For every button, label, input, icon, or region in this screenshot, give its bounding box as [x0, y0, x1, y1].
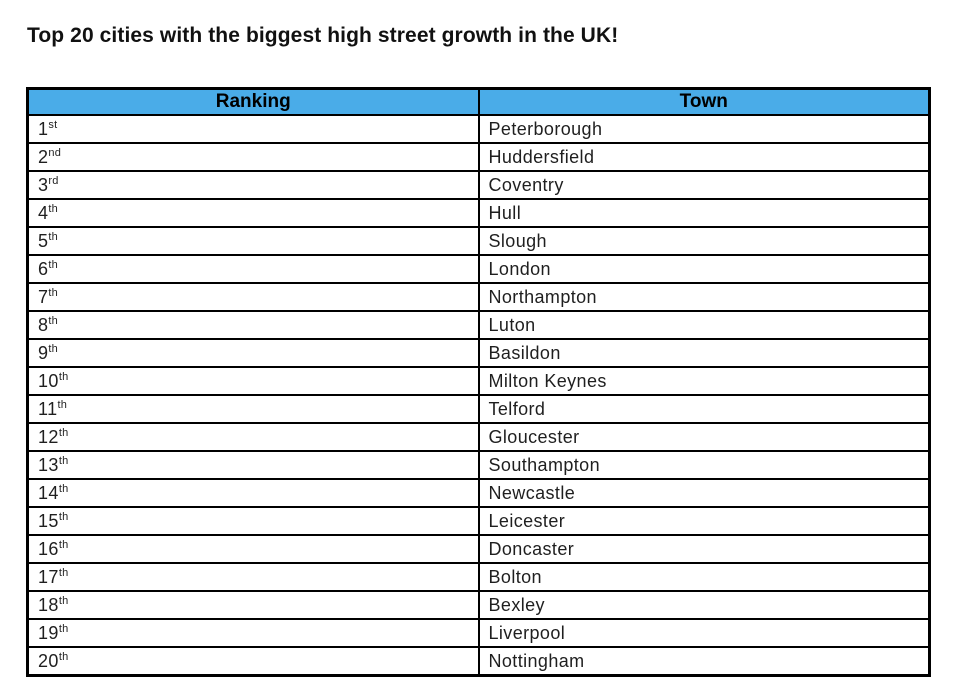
town-cell: Gloucester	[477, 422, 931, 452]
ordinal-suffix: th	[48, 202, 58, 215]
town-cell: Nottingham	[477, 646, 931, 677]
town-cell: Hull	[477, 198, 931, 228]
ordinal-suffix: th	[48, 314, 58, 327]
town-cell: Milton Keynes	[477, 366, 931, 396]
ordinal-suffix: th	[58, 650, 69, 663]
ordinal-suffix: th	[58, 510, 69, 523]
table-row: 10th Milton Keynes	[26, 366, 931, 396]
table-row: 11th Telford	[26, 394, 931, 424]
table-row: 18th Bexley	[26, 590, 931, 620]
table-row: 14th Newcastle	[26, 478, 931, 508]
ordinal-suffix: th	[58, 622, 69, 635]
town-cell: London	[477, 254, 931, 284]
rank-cell: 4th	[26, 198, 480, 228]
town-cell: Telford	[477, 394, 931, 424]
rank-cell: 11th	[26, 394, 480, 424]
ordinal-suffix: th	[58, 482, 69, 495]
town-column-header: Town	[477, 87, 931, 116]
ordinal-suffix: st	[48, 118, 58, 131]
ordinal-suffix: th	[48, 286, 58, 299]
town-cell: Slough	[477, 226, 931, 256]
page-title: Top 20 cities with the biggest high stre…	[27, 24, 619, 47]
rank-cell: 10th	[26, 366, 480, 396]
rank-cell: 20th	[26, 646, 480, 677]
ordinal-suffix: nd	[48, 146, 62, 159]
rank-cell: 6th	[26, 254, 480, 284]
ordinal-suffix: th	[58, 594, 69, 607]
table-row: 3rd Coventry	[26, 170, 931, 200]
rank-cell: 3rd	[26, 170, 480, 200]
town-cell: Liverpool	[477, 618, 931, 648]
rank-cell: 13th	[26, 450, 480, 480]
rank-cell: 1st	[26, 114, 480, 144]
ordinal-suffix: th	[58, 370, 69, 383]
ordinal-suffix: rd	[48, 174, 59, 187]
rank-cell: 17th	[26, 562, 480, 592]
town-cell: Coventry	[477, 170, 931, 200]
rank-cell: 5th	[26, 226, 480, 256]
table-row: 16th Doncaster	[26, 534, 931, 564]
town-cell: Basildon	[477, 338, 931, 368]
table-row: 8th Luton	[26, 310, 931, 340]
table-row: 1st Peterborough	[26, 114, 931, 144]
table-row: 2nd Huddersfield	[26, 142, 931, 172]
town-cell: Northampton	[477, 282, 931, 312]
ranking-column-header: Ranking	[26, 87, 480, 116]
rank-cell: 8th	[26, 310, 480, 340]
town-cell: Bexley	[477, 590, 931, 620]
rank-cell: 7th	[26, 282, 480, 312]
table-row: 19th Liverpool	[26, 618, 931, 648]
town-cell: Luton	[477, 310, 931, 340]
rank-cell: 19th	[26, 618, 480, 648]
table-row: 7th Northampton	[26, 282, 931, 312]
ordinal-suffix: th	[58, 454, 69, 467]
ordinal-suffix: th	[58, 566, 69, 579]
rank-cell: 18th	[26, 590, 480, 620]
ordinal-suffix: th	[58, 538, 69, 551]
ordinal-suffix: th	[48, 230, 58, 243]
table-row: 6th London	[26, 254, 931, 284]
table-row: 12th Gloucester	[26, 422, 931, 452]
ordinal-suffix: th	[48, 342, 58, 355]
rankings-table: Ranking Town 1st Peterborough 2nd Huddersfi…	[26, 87, 931, 677]
table-row: 13th Southampton	[26, 450, 931, 480]
ordinal-suffix: th	[58, 426, 69, 439]
rank-cell: 9th	[26, 338, 480, 368]
ordinal-suffix: th	[48, 258, 58, 271]
table-row: 20th Nottingham	[26, 646, 931, 677]
rank-cell: 12th	[26, 422, 480, 452]
town-cell: Huddersfield	[477, 142, 931, 172]
rank-cell: 15th	[26, 506, 480, 536]
ordinal-suffix: th	[57, 398, 68, 411]
table-row: 4th Hull	[26, 198, 931, 228]
town-cell: Doncaster	[477, 534, 931, 564]
town-cell: Bolton	[477, 562, 931, 592]
town-cell: Leicester	[477, 506, 931, 536]
table-body: 1st Peterborough 2nd Huddersfield 3rd Coventr…	[26, 114, 931, 677]
table-row: 9th Basildon	[26, 338, 931, 368]
table-row: 5th Slough	[26, 226, 931, 256]
town-cell: Southampton	[477, 450, 931, 480]
rank-cell: 2nd	[26, 142, 480, 172]
town-cell: Newcastle	[477, 478, 931, 508]
rank-cell: 16th	[26, 534, 480, 564]
table-row: 17th Bolton	[26, 562, 931, 592]
rank-cell: 14th	[26, 478, 480, 508]
town-cell: Peterborough	[477, 114, 931, 144]
table-row: 15th Leicester	[26, 506, 931, 536]
table-header-row: Ranking Town	[26, 87, 931, 116]
